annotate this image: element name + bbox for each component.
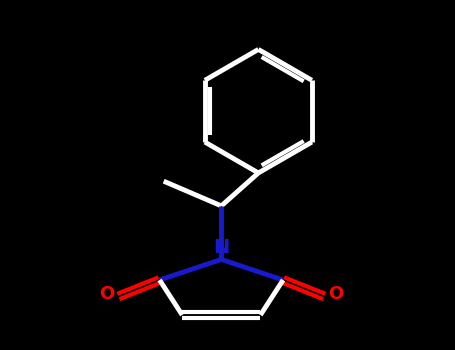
Text: O: O xyxy=(329,285,344,303)
Text: N: N xyxy=(213,238,229,257)
Text: O: O xyxy=(99,285,114,303)
